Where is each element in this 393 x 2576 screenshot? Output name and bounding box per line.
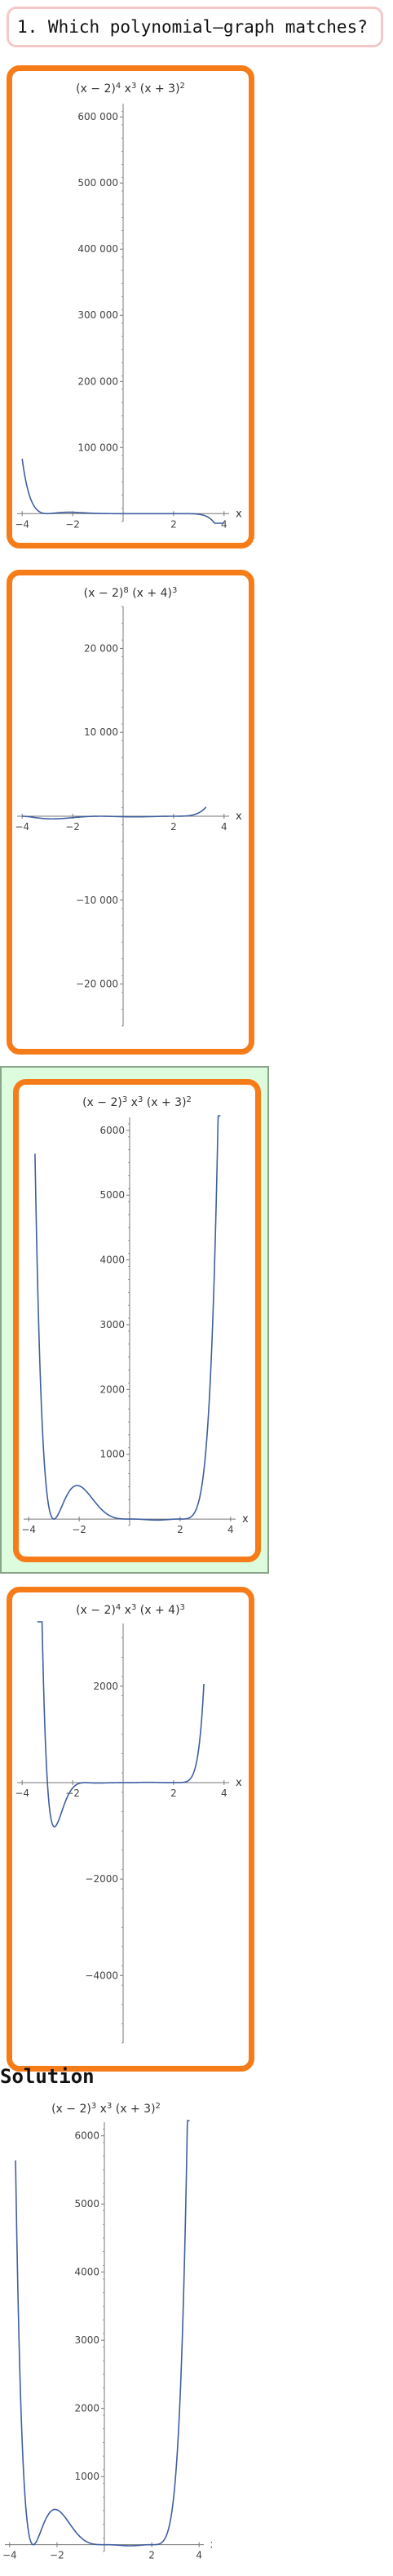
- y-tick-label: 2000: [99, 1383, 125, 1395]
- solution-plot: (x − 2)3 x3 (x + 3)2 x −4 −2 2 4 1000 2000 3000 4…: [0, 2098, 212, 2576]
- y-tick-label: 10 000: [84, 726, 118, 738]
- x-tick-label: −2: [72, 1524, 86, 1535]
- x-axis-label: x: [236, 811, 242, 823]
- y-tick-label: 400 000: [77, 243, 118, 255]
- y-tick-label: 5000: [99, 1189, 125, 1201]
- x-tick-label: 4: [221, 1788, 227, 1799]
- answer-option-4[interactable]: (x − 2)4 x3 (x + 4)3 x −4 −2 2 4 −4000 −2000 200…: [7, 1587, 254, 2072]
- chart-svg: (x − 2)4 x3 (x + 3)2 x −4 −2 2 4 100 000 200 00…: [15, 82, 242, 531]
- y-tick-label: 4000: [99, 1255, 125, 1266]
- y-tick-label: 6000: [99, 1125, 125, 1136]
- y-tick-label: 6000: [74, 2130, 99, 2142]
- chart-title: (x − 2)8 (x + 4)3: [84, 586, 178, 601]
- x-tick-label: 4: [196, 2550, 202, 2561]
- solution-heading: Solution: [0, 2065, 95, 2088]
- y-tick-label: 500 000: [77, 177, 118, 189]
- x-tick-label: 4: [221, 821, 227, 833]
- polynomial-curve: [37, 1621, 205, 1828]
- question-text: 1. Which polynomial–graph matches?: [17, 17, 368, 37]
- answer-option-2[interactable]: (x − 2)8 (x + 4)3 x −4 −2 2 4 −20 000 −10 000 10…: [7, 570, 254, 1055]
- y-tick-label: −2000: [85, 1873, 118, 1885]
- x-tick-label: −2: [65, 821, 80, 833]
- y-tick-label: 5000: [74, 2198, 99, 2210]
- y-tick-label: 2000: [74, 2403, 99, 2414]
- y-tick-label: 1000: [99, 1449, 125, 1460]
- chart-svg: (x − 2)3 x3 (x + 3)2 x −4 −2 2 4 1000 2000 3000 4…: [21, 1095, 249, 1536]
- x-axis-label: x: [210, 2539, 212, 2552]
- polynomial-curve: [34, 1115, 221, 1521]
- x-tick-label: −4: [15, 518, 29, 530]
- y-tick-label: 20 000: [84, 642, 118, 654]
- chart-svg: (x − 2)3 x3 (x + 3)2 x −4 −2 2 4 1000 2000 3000 4…: [2, 2102, 212, 2561]
- x-tick-label: −4: [15, 821, 29, 833]
- answer-option-3[interactable]: (x − 2)3 x3 (x + 3)2 x −4 −2 2 4 1000 2000 3000 4…: [13, 1079, 261, 1562]
- polynomial-curve: [21, 458, 224, 524]
- x-axis-label: x: [236, 508, 242, 520]
- y-tick-label: 1000: [74, 2471, 99, 2482]
- x-tick-label: 4: [221, 518, 227, 530]
- polynomial-curve: [22, 806, 207, 820]
- x-axis-label: x: [236, 1777, 242, 1789]
- y-tick-label: −10 000: [76, 895, 118, 906]
- x-tick-label: 2: [177, 1524, 183, 1535]
- question-box: 1. Which polynomial–graph matches?: [7, 7, 383, 47]
- chart-svg: (x − 2)4 x3 (x + 4)3 x −4 −2 2 4 −4000 −2000 200…: [15, 1603, 242, 2044]
- x-tick-label: −4: [21, 1524, 36, 1535]
- chart-title: (x − 2)3 x3 (x + 3)2: [82, 1095, 192, 1110]
- x-tick-label: 2: [170, 821, 177, 833]
- x-tick-label: −2: [50, 2550, 64, 2561]
- y-tick-label: 4000: [74, 2267, 99, 2278]
- y-tick-label: 300 000: [77, 309, 118, 321]
- y-tick-label: 2000: [93, 1681, 118, 1692]
- y-tick-label: 600 000: [77, 111, 118, 122]
- chart-title: (x − 2)4 x3 (x + 4)3: [76, 1603, 185, 1618]
- chart-title: (x − 2)3 x3 (x + 3)2: [51, 2102, 161, 2116]
- chart-svg: (x − 2)8 (x + 4)3 x −4 −2 2 4 −20 000 −10 000 10…: [15, 586, 242, 1027]
- chart-title: (x − 2)4 x3 (x + 3)2: [76, 82, 185, 96]
- y-tick-label: 3000: [74, 2334, 99, 2346]
- x-tick-label: 2: [170, 1788, 177, 1799]
- x-tick-label: 2: [148, 2550, 155, 2561]
- y-tick-label: −4000: [85, 1970, 118, 1981]
- x-tick-label: 4: [227, 1524, 234, 1535]
- answer-option-1[interactable]: (x − 2)4 x3 (x + 3)2 x −4 −2 2 4 100 000 200 00…: [7, 65, 254, 549]
- y-tick-label: 200 000: [77, 375, 118, 387]
- x-axis-label: x: [242, 1513, 249, 1526]
- x-tick-label: −2: [65, 1788, 80, 1799]
- x-tick-label: 2: [170, 518, 177, 530]
- y-tick-label: −20 000: [76, 979, 118, 990]
- selected-answer-highlight: (x − 2)3 x3 (x + 3)2 x −4 −2 2 4 1000 2000 3000 4…: [0, 1066, 269, 1574]
- x-tick-label: −2: [65, 518, 80, 530]
- y-tick-label: 100 000: [77, 442, 118, 453]
- x-tick-label: −4: [2, 2550, 17, 2561]
- polynomial-curve: [15, 2120, 190, 2547]
- y-tick-label: 3000: [99, 1319, 125, 1330]
- x-tick-label: −4: [15, 1788, 29, 1799]
